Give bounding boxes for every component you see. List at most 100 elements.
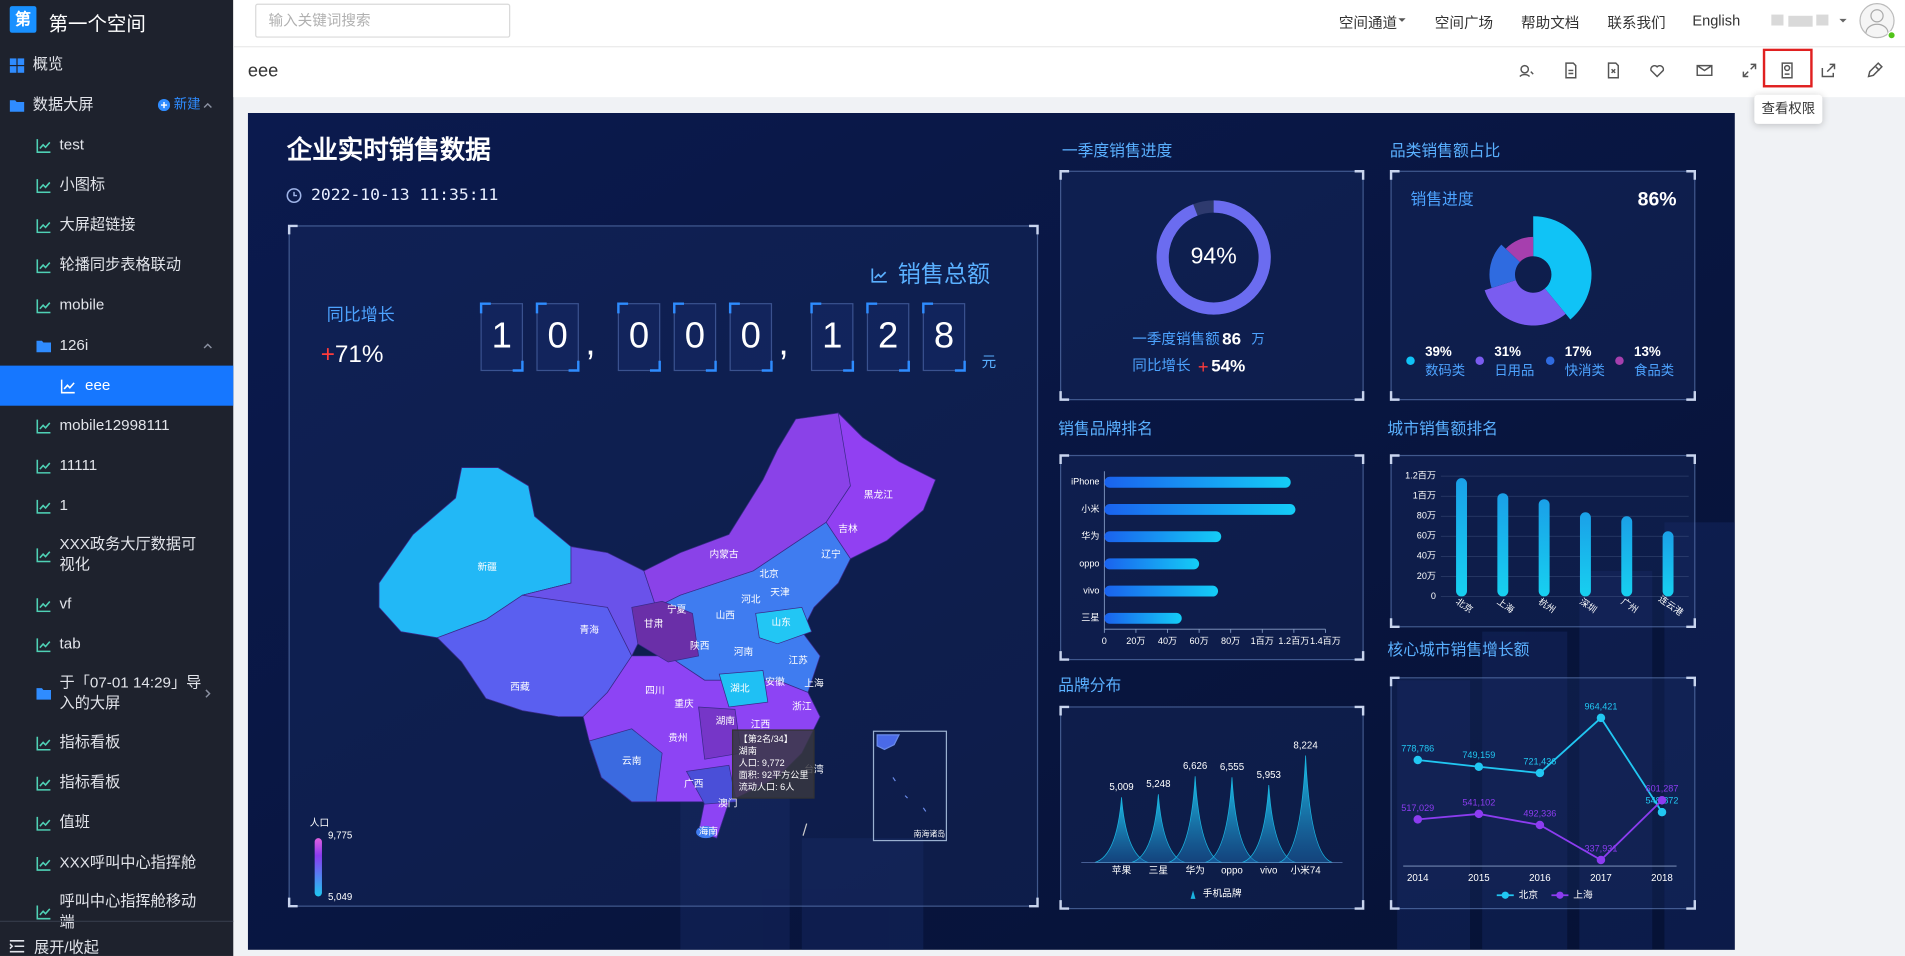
icon-chart <box>36 459 51 474</box>
tool-glyph <box>1650 65 1665 78</box>
menu-item[interactable]: tab <box>0 624 233 664</box>
sales-label: 一季度销售额 <box>1132 331 1220 348</box>
menu-item[interactable]: 数据大屏 新建 <box>0 85 233 125</box>
page-title: eee <box>247 60 279 82</box>
growth-sign: + <box>1198 357 1209 377</box>
gauge-arc <box>1156 200 1271 315</box>
digit-corner <box>673 302 717 372</box>
growth-label: 同比增长 <box>327 305 395 324</box>
menu-item[interactable]: 于「07-01 14:29」导入的大屏 <box>0 664 233 722</box>
panel-title: 城市销售额排名 <box>1387 420 1497 438</box>
menu-item[interactable]: 11111 <box>0 446 233 486</box>
toggle[interactable]: 展开/收起 <box>9 934 99 956</box>
map-label: 上海 <box>804 676 824 689</box>
search-box[interactable]: 输入关键词搜索 <box>255 3 511 38</box>
menu-item[interactable]: 大屏超链接 <box>0 205 233 245</box>
legend-max: 9,775 <box>328 830 352 841</box>
digit: 0 <box>741 314 761 355</box>
digit: 0 <box>548 314 568 355</box>
panel-title: 一季度销售进度 <box>1062 142 1173 160</box>
digit-box <box>536 303 579 372</box>
grid-cell <box>17 65 25 73</box>
menu-item[interactable]: vf <box>0 584 233 624</box>
grid-cell <box>17 57 25 65</box>
tool-icon[interactable] <box>1742 63 1757 78</box>
tool-icon[interactable] <box>1867 62 1883 78</box>
menu-item[interactable]: mobile12998111 <box>0 406 233 446</box>
pie-subtitle: 销售进度 <box>1410 191 1473 209</box>
y-tick-label: 20万 <box>1417 571 1436 581</box>
chart-shape <box>36 597 51 612</box>
tool-icon[interactable] <box>1781 62 1793 79</box>
nav-item[interactable]: 空间通道 <box>1338 14 1398 32</box>
legend-value: 31% <box>1494 344 1521 359</box>
map-label: 海南 <box>699 825 719 838</box>
new-button[interactable]: 新建 <box>157 95 200 116</box>
nav-item[interactable]: 联系我们 <box>1607 14 1666 32</box>
menu-label: 轮播同步表格联动 <box>59 256 182 274</box>
x-tick-label: 1.4百万 <box>1310 636 1341 646</box>
menu-item[interactable]: 概览 <box>0 45 233 85</box>
menu-label: eee <box>85 376 111 394</box>
menu-item[interactable]: test <box>0 125 233 165</box>
chevron-path <box>203 342 212 348</box>
map-label: 江西 <box>751 719 771 731</box>
icon-folder <box>36 688 52 700</box>
tool-icon[interactable] <box>1519 64 1534 78</box>
menu-item[interactable]: 呼叫中心指挥舱移动端 <box>0 883 233 941</box>
pie-slice <box>1505 236 1534 263</box>
toggle-divider <box>0 920 234 922</box>
map-label: 陕西 <box>690 639 710 652</box>
tool-icon[interactable] <box>1607 62 1619 79</box>
x-tick-label: 2014 <box>1407 873 1429 884</box>
panel-title: 销售品牌排名 <box>1058 420 1153 438</box>
menu-item[interactable]: XXX呼叫中心指挥舱 <box>0 843 233 883</box>
menu-label: 1 <box>59 496 68 514</box>
point <box>1474 809 1484 819</box>
tool-glyph <box>1821 63 1836 78</box>
menu-item[interactable]: eee <box>0 365 234 406</box>
menu-item[interactable]: mobile <box>0 285 233 325</box>
tool-icon[interactable] <box>1821 63 1836 78</box>
nav-item[interactable]: 帮助文档 <box>1521 14 1580 32</box>
menu-label: 数据大屏 <box>32 95 94 113</box>
frame-corner <box>1059 705 1070 716</box>
tool-glyph <box>1696 64 1713 77</box>
menu-item[interactable]: 指标看板 <box>0 763 233 803</box>
tooltip-line: 湖南 <box>739 745 757 756</box>
tool-glyph <box>1607 62 1619 79</box>
frame-corner <box>1389 676 1400 687</box>
icon-folder <box>9 99 25 112</box>
menu-item[interactable]: 1 <box>0 486 233 526</box>
frame-corner <box>1389 170 1400 180</box>
frame-corner <box>1354 651 1365 661</box>
map-tooltip <box>731 729 815 799</box>
nav-item[interactable]: 空间广场 <box>1434 14 1494 32</box>
nav-item[interactable]: English <box>1692 12 1741 30</box>
frame-corner <box>1389 900 1400 910</box>
y-tick-label: 80万 <box>1417 511 1436 521</box>
x-tick-label: 20万 <box>1126 636 1145 646</box>
point <box>1657 807 1667 817</box>
value-label: 5,953 <box>1257 770 1281 781</box>
menu-item[interactable]: 指标看板 <box>0 723 233 763</box>
tool-icon[interactable] <box>1696 64 1713 77</box>
chart-shape <box>36 905 51 920</box>
tool-icon[interactable] <box>1565 62 1577 79</box>
frame-corner <box>1029 897 1039 908</box>
menu-item[interactable]: 小图标 <box>0 165 233 205</box>
digit-box <box>866 303 910 372</box>
tool-icon[interactable] <box>1650 65 1665 78</box>
x-tick-label: 2017 <box>1590 873 1612 884</box>
topbar <box>233 0 1905 48</box>
frame-corner <box>1059 900 1070 910</box>
menu-item[interactable]: XXX政务大厅数据可视化 <box>0 526 233 584</box>
menu-item[interactable]: 轮播同步表格联动 <box>0 245 233 285</box>
frame-corner <box>1059 454 1070 465</box>
menu-item[interactable]: 值班 <box>0 803 233 843</box>
menu-item[interactable]: 126i <box>0 326 233 366</box>
value-label: 337,931 <box>1584 843 1617 853</box>
digit-corner <box>728 302 773 372</box>
y-tick-label: 小米 <box>1081 503 1099 514</box>
y-tick-label: oppo <box>1079 558 1099 568</box>
